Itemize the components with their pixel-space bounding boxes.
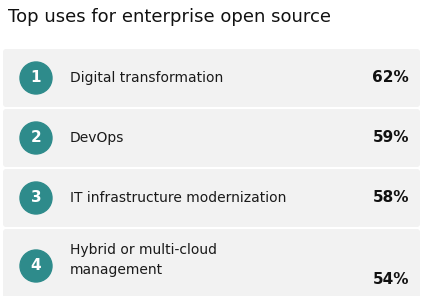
Text: Hybrid or multi-cloud
management: Hybrid or multi-cloud management xyxy=(70,243,217,277)
Text: 2: 2 xyxy=(30,131,41,146)
FancyBboxPatch shape xyxy=(3,169,420,227)
Circle shape xyxy=(20,250,52,282)
Circle shape xyxy=(20,62,52,94)
Text: 4: 4 xyxy=(31,258,41,274)
Text: 54%: 54% xyxy=(373,273,409,287)
Text: 3: 3 xyxy=(31,191,41,205)
FancyBboxPatch shape xyxy=(3,49,420,107)
FancyBboxPatch shape xyxy=(3,109,420,167)
Text: Digital transformation: Digital transformation xyxy=(70,71,223,85)
Text: 62%: 62% xyxy=(372,70,409,86)
Text: Top uses for enterprise open source: Top uses for enterprise open source xyxy=(8,8,331,26)
Text: 58%: 58% xyxy=(373,191,409,205)
Text: 1: 1 xyxy=(31,70,41,86)
Circle shape xyxy=(20,182,52,214)
Text: IT infrastructure modernization: IT infrastructure modernization xyxy=(70,191,286,205)
Circle shape xyxy=(20,122,52,154)
Text: 59%: 59% xyxy=(373,131,409,146)
Text: DevOps: DevOps xyxy=(70,131,124,145)
FancyBboxPatch shape xyxy=(3,229,420,296)
